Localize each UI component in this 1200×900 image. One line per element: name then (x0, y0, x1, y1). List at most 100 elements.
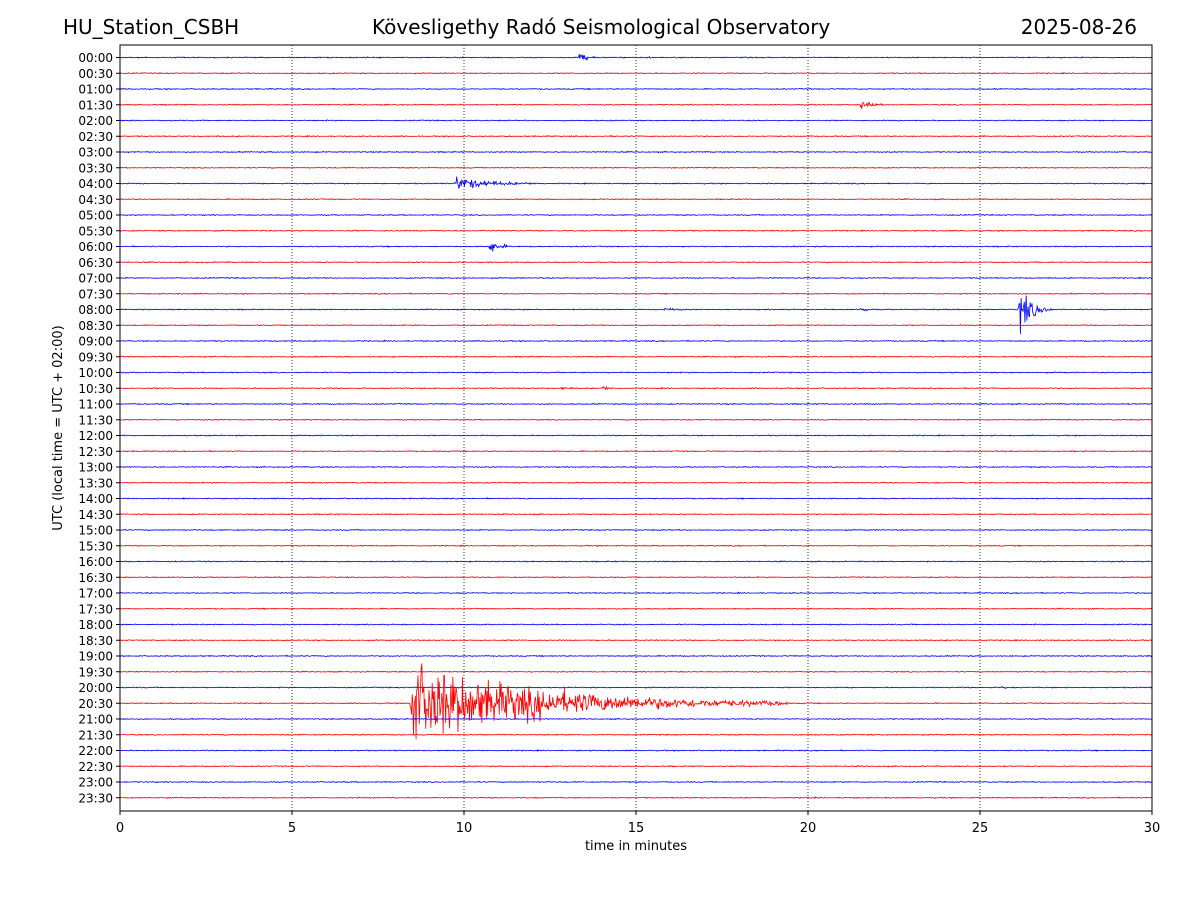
trace-1700 (119, 591, 1153, 595)
trace-0530 (119, 229, 1153, 233)
station-name: HU_Station_CSBH (63, 15, 240, 39)
trace-0800 (119, 295, 1153, 335)
trace-1600 (119, 560, 1153, 563)
y-tick-label: 06:30 (78, 256, 113, 270)
y-tick-label: 09:00 (78, 335, 113, 349)
trace-0830 (119, 323, 1153, 327)
y-tick-label: 07:30 (78, 287, 113, 301)
y-tick-label: 13:00 (78, 461, 113, 475)
x-tick-label: 0 (116, 821, 124, 836)
y-tick-label: 03:00 (78, 146, 113, 160)
y-tick-label: 15:30 (78, 539, 113, 553)
y-tick-label: 08:30 (78, 319, 113, 333)
trace-1130 (119, 418, 1153, 422)
trace-0700 (119, 276, 1153, 280)
y-tick-label: 19:30 (78, 665, 113, 679)
trace-0000 (119, 53, 1153, 62)
x-tick-label: 10 (456, 821, 473, 836)
trace-0300 (119, 150, 1153, 154)
trace-0330 (119, 166, 1153, 170)
y-tick-label: 18:30 (78, 634, 113, 648)
x-axis: 0 5 10 15 20 25 30 (116, 811, 1160, 836)
y-tick-label: 03:30 (78, 161, 113, 175)
trace-1530 (119, 544, 1153, 548)
trace-0930 (119, 355, 1153, 359)
trace-0900 (119, 339, 1153, 343)
y-tick-label: 01:30 (78, 98, 113, 112)
trace-2100 (119, 717, 1153, 721)
y-tick-label: 12:00 (78, 429, 113, 443)
trace-0100 (119, 87, 1153, 91)
trace-2030 (119, 663, 1153, 740)
y-tick-label: 08:00 (78, 303, 113, 317)
trace-2130 (119, 733, 1153, 737)
trace-1000 (119, 371, 1153, 374)
y-tick-label: 04:30 (78, 193, 113, 207)
y-tick-label: 23:30 (78, 791, 113, 805)
trace-1630 (119, 575, 1153, 579)
y-tick-label: 07:00 (78, 272, 113, 286)
y-tick-label: 17:00 (78, 587, 113, 601)
y-tick-label: 05:00 (78, 209, 113, 223)
y-tick-label: 02:00 (78, 114, 113, 128)
trace-1300 (119, 465, 1153, 469)
y-tick-label: 18:00 (78, 618, 113, 632)
trace-1030 (119, 385, 1153, 391)
trace-1830 (119, 638, 1153, 642)
trace-2330 (119, 796, 1153, 800)
y-tick-label: 16:00 (78, 555, 113, 569)
y-tick-label: 04:00 (78, 177, 113, 191)
trace-1100 (120, 402, 1153, 406)
trace-1730 (119, 607, 1153, 611)
y-tick-label: 14:00 (78, 492, 113, 506)
chart-title: Kövesligethy Radó Seismological Observat… (372, 15, 831, 39)
x-tick-label: 30 (1144, 821, 1161, 836)
y-tick-label: 16:30 (78, 571, 113, 585)
trace-1930 (119, 670, 1153, 674)
y-tick-label: 21:30 (78, 728, 113, 742)
trace-0600 (119, 243, 1153, 252)
trace-0030 (119, 71, 1153, 75)
record-date: 2025-08-26 (1020, 15, 1137, 39)
trace-2200 (119, 748, 1153, 752)
y-tick-label: 02:30 (78, 130, 113, 144)
y-tick-label: 11:30 (78, 413, 113, 427)
trace-0230 (119, 134, 1153, 138)
trace-1200 (119, 433, 1153, 437)
y-tick-label: 10:00 (78, 366, 113, 380)
trace-2000 (119, 686, 1153, 689)
trace-layer (119, 53, 1153, 800)
y-tick-label: 17:30 (78, 602, 113, 616)
y-tick-label: 21:00 (78, 713, 113, 727)
trace-2230 (119, 764, 1153, 768)
y-tick-label: 23:00 (78, 776, 113, 790)
y-tick-label: 11:00 (78, 398, 113, 412)
y-tick-label: 13:30 (78, 476, 113, 490)
y-tick-label: 20:30 (78, 697, 113, 711)
y-tick-label: 00:00 (78, 51, 113, 65)
y-tick-label: 00:30 (78, 67, 113, 81)
trace-0630 (119, 260, 1153, 264)
y-tick-label: 19:00 (78, 650, 113, 664)
trace-0500 (119, 213, 1153, 217)
y-tick-label: 09:30 (78, 350, 113, 364)
y-tick-label: 20:00 (78, 681, 113, 695)
y-axis-label: UTC (local time = UTC + 02:00) (51, 325, 66, 530)
trace-0730 (119, 292, 1153, 296)
x-tick-label: 5 (288, 821, 296, 836)
trace-0130 (119, 101, 1153, 110)
x-axis-label: time in minutes (585, 839, 687, 854)
trace-0200 (119, 119, 1153, 122)
y-tick-label: 05:30 (78, 224, 113, 238)
y-tick-label: 10:30 (78, 382, 113, 396)
trace-0430 (119, 197, 1153, 201)
y-tick-label: 22:30 (78, 760, 113, 774)
trace-2300 (119, 780, 1153, 784)
x-tick-label: 15 (628, 821, 645, 836)
grid-layer (291, 45, 981, 811)
trace-0400 (120, 176, 1153, 189)
x-tick-label: 25 (972, 821, 989, 836)
x-tick-label: 20 (800, 821, 817, 836)
